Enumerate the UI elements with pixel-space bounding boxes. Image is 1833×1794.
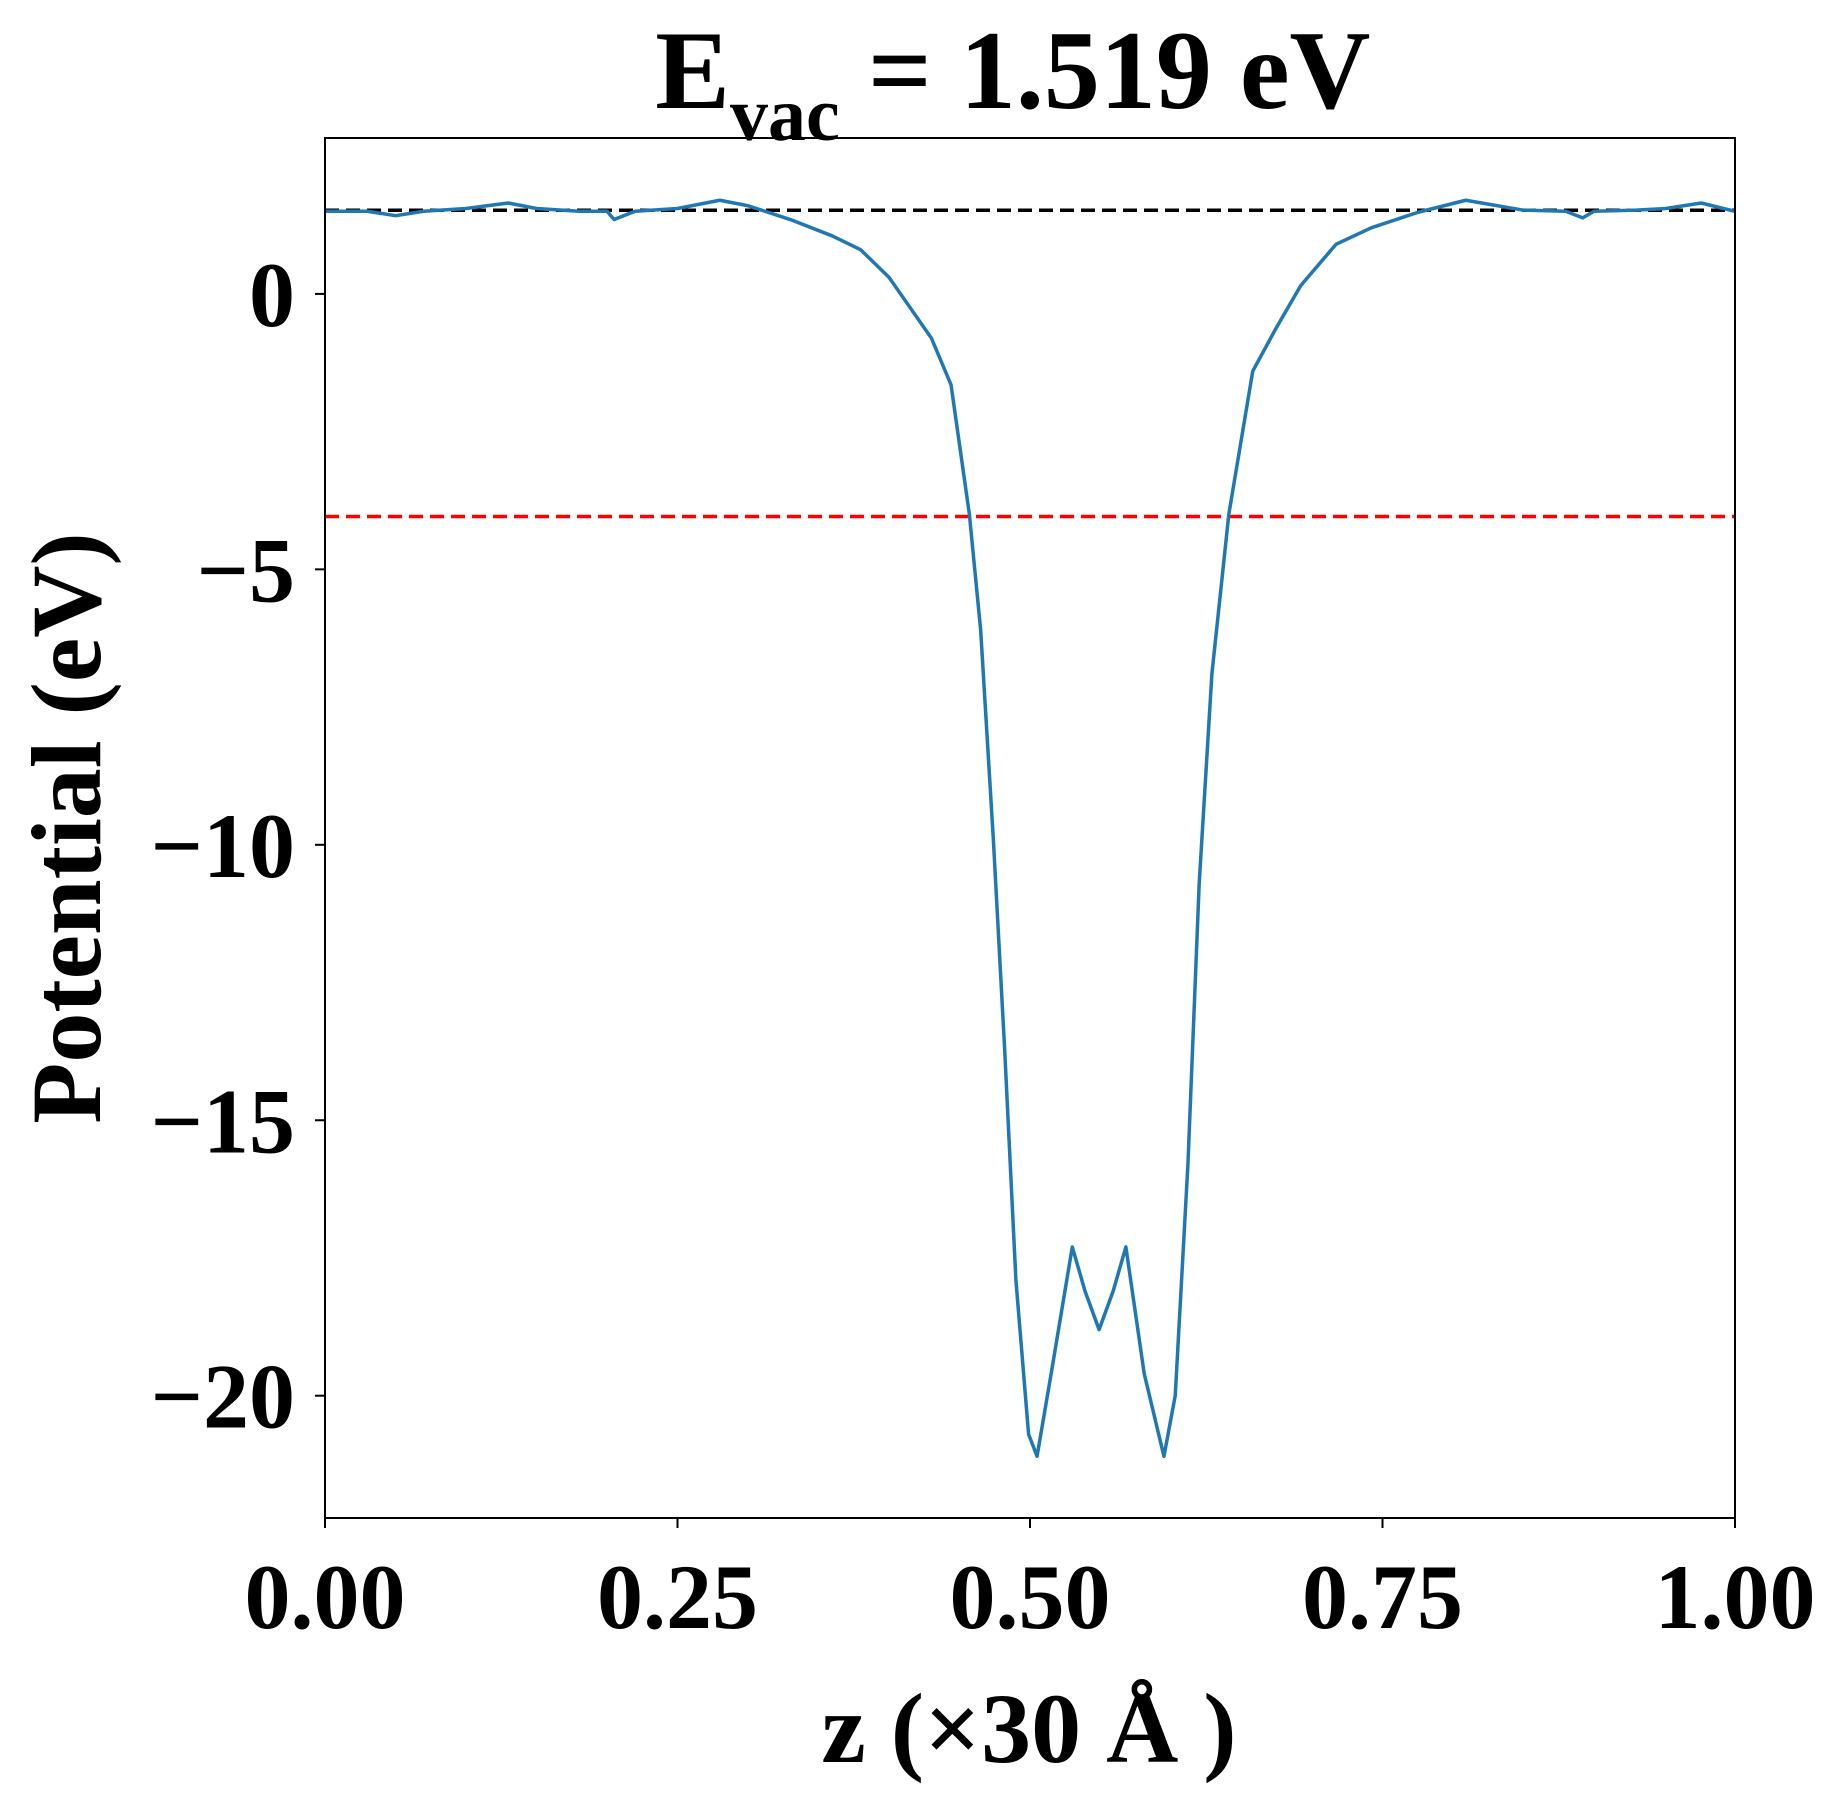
x-axis-label: z (×30 Å )	[821, 1673, 1236, 1784]
data-line	[325, 198, 1736, 1459]
y-tick-label: −15	[151, 1070, 295, 1172]
x-tick-label: 0.00	[245, 1546, 406, 1648]
y-tick-label: −10	[151, 795, 295, 897]
chart-title-main: E	[655, 9, 730, 133]
x-tick-label: 0.50	[950, 1546, 1111, 1648]
y-axis-label: Potential (eV)	[11, 532, 122, 1123]
chart-title-subscript: vac	[730, 73, 840, 157]
y-tick-label: −5	[197, 519, 295, 621]
y-tick-label: −20	[151, 1346, 295, 1448]
chart-title-rest: = 1.519 eV	[840, 9, 1370, 133]
x-tick-label: 1.00	[1655, 1546, 1816, 1648]
x-tick-label: 0.75	[1302, 1546, 1463, 1648]
plot-frame	[324, 137, 1736, 1519]
y-tick-label: 0	[249, 244, 295, 346]
x-tick-label: 0.25	[597, 1546, 758, 1648]
